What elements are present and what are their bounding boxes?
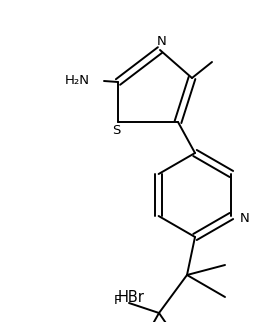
Text: HBr: HBr	[118, 290, 145, 306]
Text: N: N	[157, 35, 167, 48]
Text: F: F	[113, 295, 121, 308]
Text: S: S	[112, 124, 120, 137]
Text: H₂N: H₂N	[65, 73, 90, 87]
Text: N: N	[239, 212, 249, 224]
